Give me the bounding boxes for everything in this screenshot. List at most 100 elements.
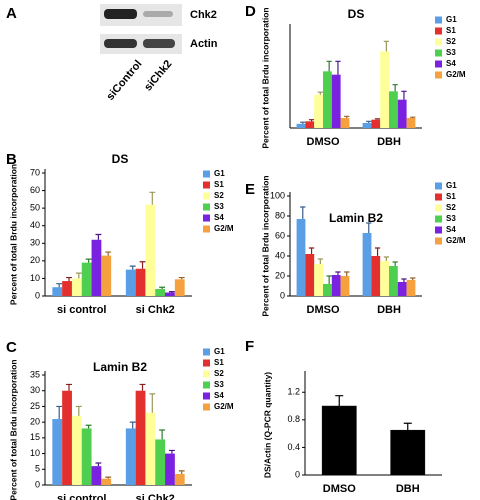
legend-label: G1 bbox=[214, 347, 225, 356]
blot-band bbox=[143, 11, 173, 17]
legend-swatch bbox=[435, 193, 442, 201]
legend-label: S4 bbox=[446, 59, 456, 68]
y-tick-label: 60 bbox=[30, 185, 40, 195]
y-axis-label: DS/Actin (Q-PCR quantity) bbox=[262, 372, 272, 478]
bar bbox=[165, 292, 175, 296]
error-bar bbox=[335, 271, 341, 275]
panel-letter: A bbox=[6, 5, 17, 22]
chart-title: DS bbox=[348, 7, 365, 21]
error-bar bbox=[149, 191, 156, 205]
bar bbox=[91, 239, 102, 296]
bar bbox=[101, 255, 112, 296]
y-tick-label: 20 bbox=[275, 270, 285, 280]
legend-swatch bbox=[435, 182, 442, 190]
bar bbox=[406, 118, 416, 128]
legend-label: S3 bbox=[446, 214, 456, 223]
error-bar bbox=[410, 277, 416, 280]
bar bbox=[52, 287, 63, 296]
legend-label: G1 bbox=[446, 181, 457, 190]
y-tick-label: 30 bbox=[30, 238, 40, 248]
bar bbox=[81, 262, 92, 296]
error-bar bbox=[105, 251, 112, 256]
error-bar bbox=[392, 261, 398, 266]
bar bbox=[397, 99, 407, 128]
chart-title: Lamin B2 bbox=[93, 360, 147, 374]
legend-swatch bbox=[203, 192, 210, 200]
error-bar bbox=[129, 421, 136, 429]
y-tick-label: 15 bbox=[30, 432, 40, 442]
legend-label: S1 bbox=[214, 180, 224, 189]
bar bbox=[390, 429, 426, 476]
error-bar bbox=[374, 118, 381, 120]
error-bar bbox=[366, 222, 372, 233]
bar bbox=[71, 278, 82, 296]
legend-swatch bbox=[435, 204, 442, 212]
y-tick-label: 1.2 bbox=[287, 387, 300, 397]
y-tick-label: 70 bbox=[30, 167, 40, 177]
error-bar bbox=[95, 462, 102, 467]
error-bar bbox=[168, 291, 175, 293]
bar bbox=[145, 204, 156, 296]
lane-label: siChk2 bbox=[142, 58, 174, 93]
x-tick-label: DMSO bbox=[323, 483, 356, 495]
x-tick-label: DBH bbox=[377, 304, 401, 316]
error-bar bbox=[308, 247, 315, 254]
panel-letter: F bbox=[245, 338, 254, 355]
y-tick-label: 50 bbox=[30, 203, 40, 213]
error-bar bbox=[344, 271, 350, 276]
legend-label: S1 bbox=[446, 26, 456, 35]
error-bar bbox=[300, 206, 306, 219]
error-bar bbox=[383, 256, 389, 261]
bar bbox=[62, 281, 72, 296]
legend-swatch bbox=[203, 381, 210, 389]
bar bbox=[155, 288, 166, 296]
error-bar bbox=[335, 60, 341, 75]
legend-label: S1 bbox=[214, 358, 224, 367]
error-bar bbox=[75, 405, 82, 416]
y-tick-label: 0 bbox=[280, 290, 285, 300]
y-tick-label: 20 bbox=[30, 417, 40, 427]
legend-swatch bbox=[435, 49, 442, 57]
bar bbox=[145, 412, 156, 485]
legend-label: S4 bbox=[214, 213, 224, 222]
error-bar bbox=[149, 393, 156, 413]
bar bbox=[135, 268, 146, 296]
bar bbox=[314, 264, 323, 296]
bar bbox=[380, 261, 389, 296]
y-axis-label: Percent of total Brdu incorporation bbox=[260, 175, 270, 316]
error-bar bbox=[366, 120, 372, 123]
legend-swatch bbox=[203, 370, 210, 378]
panel-letter: B bbox=[6, 151, 17, 168]
error-bar bbox=[75, 272, 82, 279]
bar bbox=[81, 428, 92, 485]
legend-swatch bbox=[203, 225, 210, 233]
y-tick-label: 0.8 bbox=[287, 414, 300, 424]
bar bbox=[362, 123, 372, 128]
bar bbox=[62, 390, 72, 485]
error-bar bbox=[66, 276, 72, 282]
error-bar bbox=[392, 84, 398, 92]
panel-letter: D bbox=[245, 3, 256, 20]
error-bar bbox=[326, 60, 332, 72]
bar bbox=[321, 405, 357, 476]
legend-label: G2/M bbox=[214, 224, 234, 233]
y-tick-label: 60 bbox=[275, 230, 285, 240]
y-axis-label: Percent of total Brdu incorporation bbox=[8, 359, 18, 500]
error-bar bbox=[66, 383, 72, 391]
legend-swatch bbox=[435, 60, 442, 68]
legend-label: S3 bbox=[214, 380, 224, 389]
blot-band bbox=[104, 9, 137, 19]
bar bbox=[314, 94, 323, 128]
error-bar bbox=[403, 422, 412, 431]
legend-label: S2 bbox=[214, 191, 224, 200]
x-tick-label: DBH bbox=[377, 136, 401, 148]
chart-title: DS bbox=[112, 152, 129, 166]
error-bar bbox=[401, 90, 407, 100]
bar bbox=[380, 51, 389, 129]
error-bar bbox=[326, 275, 332, 284]
error-bar bbox=[317, 91, 323, 95]
legend-swatch bbox=[203, 359, 210, 367]
legend-label: G1 bbox=[446, 15, 457, 24]
x-tick-label: si control bbox=[57, 304, 107, 316]
x-tick-label: si Chk2 bbox=[136, 304, 175, 316]
